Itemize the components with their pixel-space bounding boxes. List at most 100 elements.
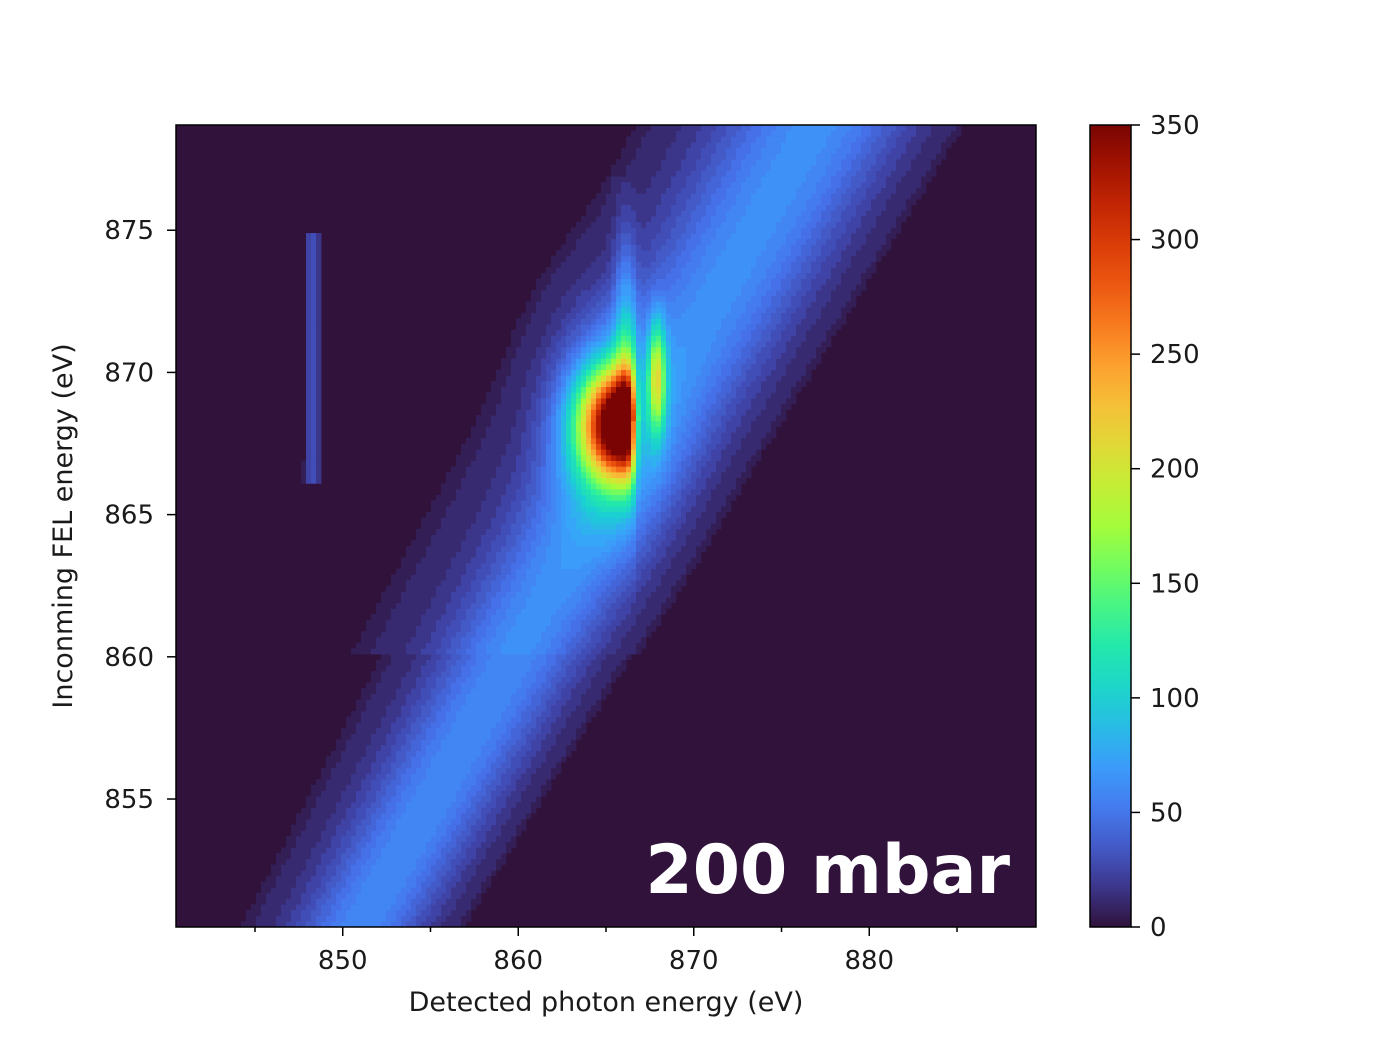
- heatmap-cell: [596, 255, 612, 262]
- heatmap-cell: [316, 471, 322, 479]
- heatmap-cell: [586, 454, 592, 461]
- heatmap-cell: [491, 750, 502, 757]
- heatmap-cell: [296, 904, 307, 911]
- heatmap-cell: [316, 915, 327, 922]
- heatmap-cell: [301, 898, 312, 905]
- heatmap-cell: [666, 341, 672, 348]
- heatmap-cell: [311, 443, 317, 450]
- heatmap-cell: [606, 335, 612, 342]
- heatmap-cell: [476, 807, 482, 814]
- heatmap-cell: [546, 671, 557, 678]
- heatmap-cell: [616, 255, 622, 262]
- heatmap-cell: [481, 887, 487, 894]
- heatmap-cell: [841, 216, 852, 223]
- heatmap-cell: [631, 403, 637, 410]
- heatmap-cell: [631, 602, 647, 609]
- heatmap-cell: [546, 551, 562, 558]
- heatmap-cell: [586, 511, 597, 518]
- heatmap-cell: [606, 494, 612, 501]
- heatmap-cell: [651, 335, 657, 342]
- heatmap-cell: [681, 164, 697, 171]
- heatmap-cell: [536, 415, 542, 422]
- heatmap-cell: [416, 699, 427, 706]
- heatmap-cell: [541, 562, 562, 570]
- heatmap-cell: [486, 648, 502, 655]
- heatmap-cell: [466, 437, 482, 444]
- heatmap-cell: [641, 369, 647, 376]
- heatmap-cell: [736, 477, 747, 484]
- heatmap-cell: [476, 625, 487, 632]
- heatmap-cell: [721, 352, 732, 359]
- heatmap-cell: [496, 403, 522, 410]
- heatmap-cell: [641, 489, 652, 496]
- heatmap-cell: [716, 210, 727, 217]
- heatmap-cell: [826, 238, 837, 245]
- heatmap-cell: [401, 921, 407, 927]
- heatmap-cell: [541, 636, 552, 643]
- heatmap-cell: [626, 449, 632, 456]
- heatmap-cell: [871, 204, 887, 211]
- heatmap-cell: [721, 324, 737, 331]
- heatmap-cell: [766, 341, 777, 348]
- heatmap-cell: [571, 494, 577, 501]
- heatmap-cell: [496, 773, 502, 780]
- heatmap-cell: [316, 329, 322, 336]
- heatmap-cell: [581, 443, 587, 450]
- heatmap-cell: [531, 500, 537, 507]
- heatmap-cell: [686, 375, 697, 382]
- heatmap-cell: [746, 409, 762, 416]
- heatmap-cell: [876, 250, 887, 257]
- heatmap-cell: [651, 329, 657, 336]
- heatmap-cell: [731, 489, 742, 496]
- heatmap-cell: [636, 489, 642, 496]
- heatmap-cell: [576, 335, 582, 342]
- heatmap-cell: [466, 676, 477, 683]
- heatmap-cell: [606, 489, 612, 496]
- heatmap-cell: [501, 580, 512, 587]
- heatmap-cell: [556, 346, 562, 353]
- heatmap-cell: [541, 386, 547, 393]
- heatmap-cell: [666, 335, 672, 342]
- heatmap-cell: [586, 477, 592, 484]
- heatmap-cell: [831, 130, 847, 137]
- heatmap-cell: [931, 164, 937, 171]
- heatmap-cell: [641, 415, 647, 422]
- heatmap-cell: [526, 494, 532, 501]
- heatmap-cell: [656, 415, 662, 422]
- heatmap-cell: [636, 454, 642, 461]
- heatmap-cell: [831, 289, 852, 297]
- heatmap-cell: [746, 386, 762, 393]
- heatmap-cell: [401, 727, 412, 735]
- heatmap-cell: [641, 386, 647, 393]
- heatmap-cell: [676, 261, 687, 268]
- heatmap-cell: [791, 198, 807, 206]
- heatmap-cell: [271, 864, 282, 871]
- heatmap-cell: [656, 324, 662, 331]
- heatmap-cell: [326, 824, 337, 831]
- heatmap-cell: [401, 915, 412, 922]
- heatmap-cell: [261, 881, 277, 888]
- heatmap-cell: [786, 363, 807, 370]
- heatmap-cell: [601, 477, 607, 484]
- heatmap-cell: [336, 864, 347, 871]
- heatmap-cell: [666, 295, 677, 302]
- heatmap-cell: [356, 830, 367, 837]
- heatmap-cell: [761, 181, 802, 188]
- heatmap-cell: [556, 500, 562, 507]
- heatmap-cell: [466, 466, 497, 473]
- heatmap-cell: [791, 318, 802, 325]
- heatmap-cell: [351, 881, 362, 888]
- heatmap-cell: [711, 420, 722, 427]
- heatmap-cell: [576, 363, 582, 370]
- heatmap-cell: [536, 352, 547, 359]
- heatmap-cell: [586, 460, 592, 467]
- heatmap-cell: [851, 125, 862, 132]
- heatmap-cell: [601, 352, 607, 359]
- heatmap-cell: [501, 750, 507, 757]
- heatmap-cell: [311, 244, 317, 251]
- heatmap-cell: [531, 312, 552, 319]
- y-tick-label: 865: [104, 501, 154, 531]
- heatmap-cell: [591, 489, 597, 496]
- heatmap-cell: [806, 363, 817, 370]
- heatmap-cell: [586, 574, 597, 581]
